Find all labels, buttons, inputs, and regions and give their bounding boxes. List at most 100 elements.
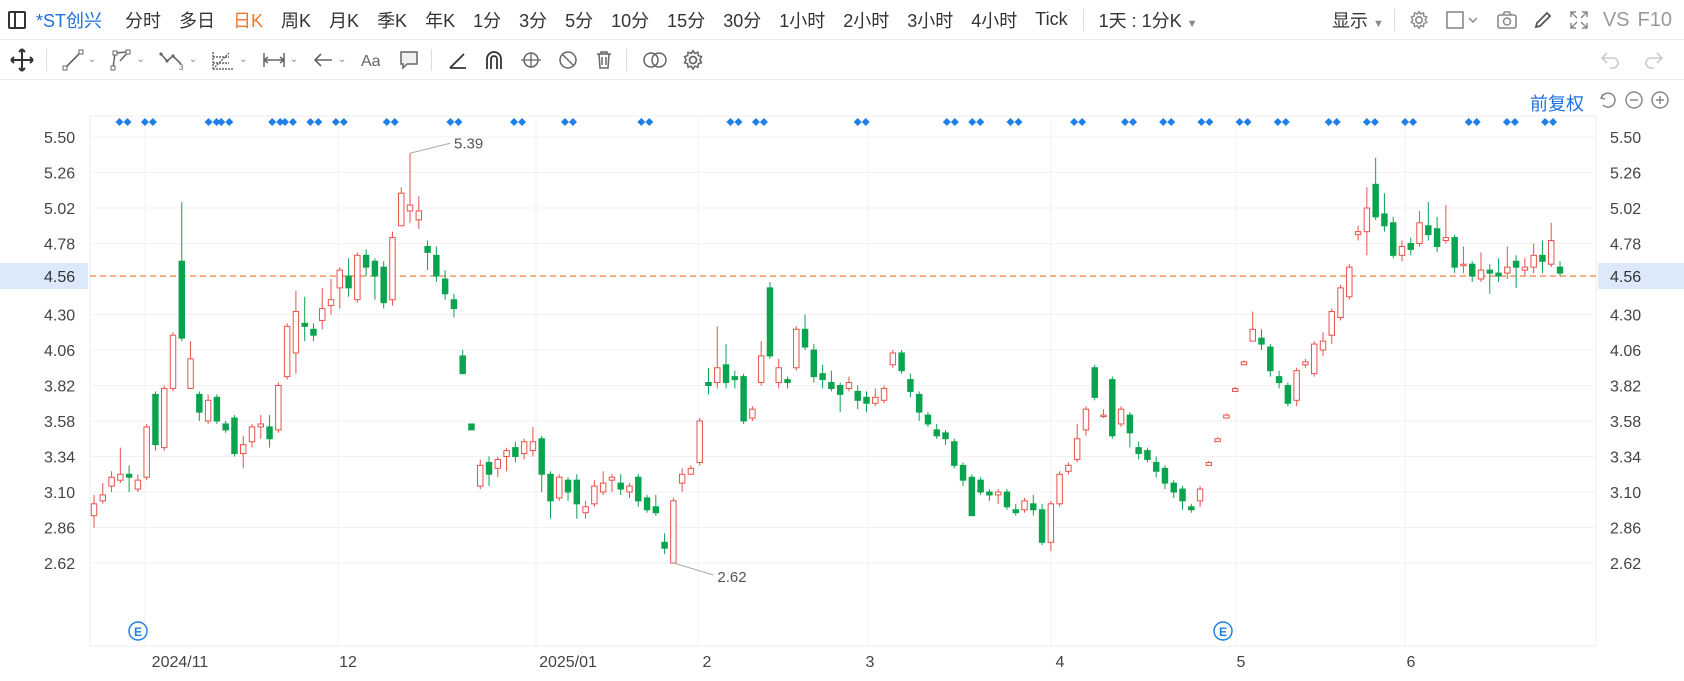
candle-body[interactable] bbox=[854, 390, 861, 401]
period-tab-8[interactable]: 3分 bbox=[519, 10, 548, 31]
candle-body[interactable] bbox=[626, 485, 633, 493]
event-diamond[interactable] bbox=[1078, 118, 1087, 126]
candle-body[interactable] bbox=[1065, 464, 1072, 472]
candle-body[interactable] bbox=[441, 278, 449, 295]
candlestick-svg[interactable]: 5.50 5.50 5.26 5.26 5.02 5.02 4.78 4.78 4.56 4.56… bbox=[0, 80, 1684, 681]
candle-body[interactable] bbox=[1267, 346, 1274, 372]
chevron-down-icon[interactable]: ⌄ bbox=[188, 54, 198, 65]
candle-body[interactable] bbox=[863, 396, 870, 404]
candle-body[interactable] bbox=[880, 387, 888, 401]
candle-body[interactable] bbox=[494, 458, 502, 469]
candle-body[interactable] bbox=[301, 322, 308, 327]
candle-body[interactable] bbox=[99, 494, 106, 502]
event-diamond[interactable] bbox=[1362, 118, 1371, 126]
candle-body[interactable] bbox=[196, 393, 203, 413]
period-tab-1[interactable]: 多日 bbox=[179, 10, 216, 31]
candle-body[interactable] bbox=[1530, 254, 1537, 268]
candle-body[interactable] bbox=[485, 461, 493, 475]
event-diamond[interactable] bbox=[1549, 118, 1558, 126]
candle-body[interactable] bbox=[591, 485, 598, 505]
candle-body[interactable] bbox=[1258, 337, 1265, 345]
candle-body[interactable] bbox=[696, 420, 703, 463]
zoom-in-icon[interactable] bbox=[1650, 90, 1670, 110]
event-diamond[interactable] bbox=[568, 118, 577, 126]
sidebar-toggle-icon[interactable] bbox=[8, 10, 26, 29]
candle-body[interactable] bbox=[986, 491, 993, 496]
candle-body[interactable] bbox=[898, 352, 905, 372]
event-diamond[interactable] bbox=[1235, 118, 1244, 126]
candle-body[interactable] bbox=[389, 237, 396, 301]
candle-body[interactable] bbox=[204, 399, 212, 422]
candle-body[interactable] bbox=[907, 379, 914, 392]
candle-body[interactable] bbox=[1275, 376, 1283, 384]
candle-body[interactable] bbox=[108, 476, 115, 487]
candle-body[interactable] bbox=[134, 479, 142, 490]
candle-body[interactable] bbox=[1179, 488, 1186, 502]
candle-body[interactable] bbox=[582, 506, 589, 514]
event-diamond[interactable] bbox=[446, 118, 455, 126]
candle-body[interactable] bbox=[266, 426, 273, 440]
candle-body[interactable] bbox=[670, 500, 677, 564]
candle-body[interactable] bbox=[757, 355, 765, 384]
event-diamond[interactable] bbox=[1324, 118, 1333, 126]
candle-body[interactable] bbox=[1082, 408, 1090, 431]
candle-body[interactable] bbox=[283, 325, 291, 378]
period-tab-10[interactable]: 10分 bbox=[611, 10, 650, 31]
candle-body[interactable] bbox=[433, 254, 440, 277]
candle-body[interactable] bbox=[213, 396, 221, 422]
candle-body[interactable] bbox=[836, 385, 844, 395]
event-diamond[interactable] bbox=[637, 118, 646, 126]
event-diamond[interactable] bbox=[1167, 118, 1176, 126]
event-diamond[interactable] bbox=[1510, 118, 1519, 126]
candle-body[interactable] bbox=[1363, 207, 1371, 233]
fullscreen-icon[interactable] bbox=[1568, 9, 1590, 31]
chevron-down-icon[interactable]: ⌄ bbox=[136, 54, 145, 65]
candle-body[interactable] bbox=[178, 260, 186, 339]
candle-body[interactable] bbox=[749, 408, 756, 419]
candle-body[interactable] bbox=[450, 299, 458, 310]
hide-icon[interactable] bbox=[557, 47, 579, 73]
earnings-marker[interactable] bbox=[1213, 621, 1233, 641]
candle-body[interactable] bbox=[468, 423, 475, 431]
candle-body[interactable] bbox=[538, 438, 545, 475]
candle-body[interactable] bbox=[889, 352, 897, 366]
chevron-down-icon[interactable]: ⌄ bbox=[239, 54, 248, 65]
candle-body[interactable] bbox=[1196, 488, 1204, 502]
candle-body[interactable] bbox=[678, 473, 686, 484]
candle-body[interactable] bbox=[942, 432, 949, 440]
arrow-icon[interactable]: ⌄ bbox=[312, 47, 346, 73]
candle-body[interactable] bbox=[1038, 509, 1046, 543]
candle-body[interactable] bbox=[477, 464, 484, 487]
candle-body[interactable] bbox=[828, 382, 835, 389]
event-diamond[interactable] bbox=[268, 118, 277, 126]
magnet-icon[interactable] bbox=[483, 47, 505, 73]
candle-body[interactable] bbox=[1389, 222, 1397, 256]
reset-icon[interactable] bbox=[1598, 90, 1618, 110]
period-tab-13[interactable]: 1小时 bbox=[779, 10, 826, 31]
candle-body[interactable] bbox=[406, 204, 414, 212]
wave-icon[interactable]: 3 ⌄ bbox=[159, 47, 197, 73]
range-select[interactable]: 1天 : 1分K ▼ bbox=[1098, 10, 1198, 31]
candle-body[interactable] bbox=[1144, 450, 1151, 460]
chevron-down-icon[interactable]: ⌄ bbox=[337, 54, 347, 65]
candle-body[interactable] bbox=[529, 441, 537, 452]
event-diamond[interactable] bbox=[454, 118, 463, 126]
candle-body[interactable] bbox=[1205, 461, 1213, 466]
candle-body[interactable] bbox=[766, 287, 774, 357]
candle-body[interactable] bbox=[240, 444, 247, 455]
move-icon[interactable] bbox=[9, 47, 35, 73]
period-tab-4[interactable]: 月K bbox=[329, 10, 360, 31]
kline-chart[interactable]: 前复权 5.50 5.50 5.26 5.26 5.02 5.02 4.78 4.78 4.56… bbox=[0, 80, 1684, 681]
period-tab-5[interactable]: 季K bbox=[377, 10, 408, 31]
candle-body[interactable] bbox=[1468, 263, 1476, 277]
candle-body[interactable] bbox=[1056, 473, 1063, 505]
zoom-out-icon[interactable] bbox=[1624, 90, 1644, 110]
candle-body[interactable] bbox=[915, 393, 923, 413]
candle-body[interactable] bbox=[248, 426, 256, 443]
layout-icon[interactable] bbox=[1444, 9, 1482, 31]
candle-body[interactable] bbox=[784, 379, 791, 384]
event-diamond[interactable] bbox=[140, 118, 149, 126]
event-diamond[interactable] bbox=[759, 118, 768, 126]
candle-body[interactable] bbox=[380, 266, 387, 304]
candle-body[interactable] bbox=[1504, 266, 1511, 274]
